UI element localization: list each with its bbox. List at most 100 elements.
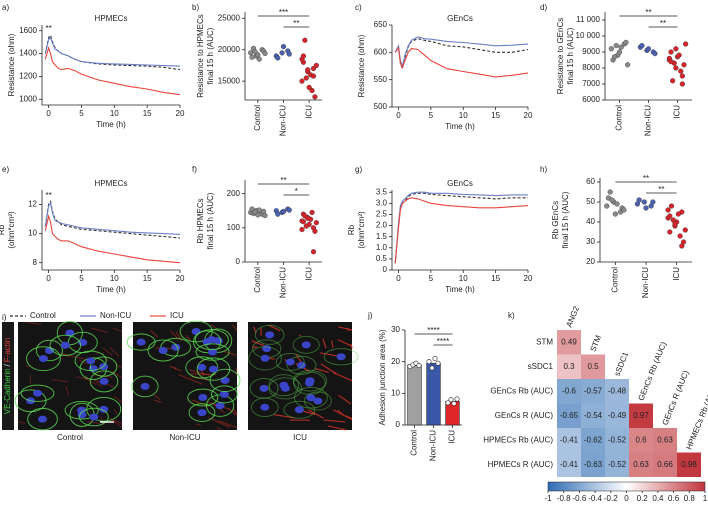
x-axis-label: Time (h) xyxy=(445,122,475,131)
y-axis-label: final 15 h (AUC) xyxy=(206,27,215,84)
y-axis-label: (ohm*cm²) xyxy=(357,211,366,249)
cell-border xyxy=(78,407,109,427)
x-tick-label: 15 xyxy=(491,111,500,120)
data-point xyxy=(299,226,305,233)
x-tick-label: 5 xyxy=(429,274,434,283)
x-tick-label: 5 xyxy=(79,274,84,283)
data-point xyxy=(614,201,620,207)
heatmap-cell xyxy=(653,428,677,453)
cell-border xyxy=(196,357,231,381)
x-tick-label: Non-ICU xyxy=(429,430,438,461)
y-axis-label: Resistance to GEnCs xyxy=(556,18,565,94)
cell-label: -0.48 xyxy=(608,386,627,395)
fiber xyxy=(102,347,113,356)
nucleus xyxy=(294,406,304,414)
cell-label: -0.49 xyxy=(608,411,627,420)
y-tick-label: 12 xyxy=(28,200,37,209)
panel-label: c) xyxy=(355,3,362,12)
y-tick-label: 10 xyxy=(28,229,37,238)
data-point xyxy=(675,211,681,217)
y-tick-label: 20 xyxy=(391,357,400,366)
heatmap-cell xyxy=(653,452,677,477)
fiber xyxy=(330,340,334,348)
fiber xyxy=(273,414,295,419)
data-point xyxy=(299,78,305,84)
fiber xyxy=(190,373,216,376)
nucleus xyxy=(220,376,230,384)
data-point xyxy=(667,213,673,219)
legend-label: Control xyxy=(30,311,56,320)
colorbar-tick-label: 1 xyxy=(703,494,708,503)
data-point xyxy=(309,209,315,216)
heatmap-cell xyxy=(629,452,653,477)
data-point xyxy=(286,207,292,213)
data-point xyxy=(616,49,623,55)
data-point xyxy=(607,189,613,195)
data-point xyxy=(312,228,318,234)
data-point xyxy=(262,50,268,57)
x-tick-label: 10 xyxy=(110,274,119,283)
image-label: Non-ICU xyxy=(169,433,200,442)
nucleus xyxy=(99,405,109,413)
significance-label: ** xyxy=(293,19,299,28)
microscopy-image xyxy=(14,320,123,431)
nucleus xyxy=(33,389,43,397)
series-line xyxy=(44,201,181,235)
data-point xyxy=(280,43,287,50)
fiber xyxy=(320,363,337,375)
fiber xyxy=(112,327,122,332)
data-point xyxy=(668,49,674,55)
y-axis-label: Rb xyxy=(0,224,6,235)
nucleus xyxy=(219,390,229,398)
colorbar xyxy=(547,481,706,492)
data-point xyxy=(639,42,645,49)
chart-title: HPMECs xyxy=(95,179,128,188)
heatmap-cell xyxy=(557,452,581,477)
cell-label: -0.41 xyxy=(560,435,579,444)
y-tick-label: 10 xyxy=(391,388,400,397)
y-axis-label: Resistance to HPMECs xyxy=(196,14,205,98)
data-point xyxy=(310,249,317,255)
cell-border xyxy=(194,329,229,351)
x-tick-label: 5 xyxy=(79,109,84,118)
panel-label: k) xyxy=(508,311,515,320)
fiber xyxy=(337,339,353,347)
data-point xyxy=(313,220,319,226)
data-point xyxy=(672,221,678,227)
nucleus xyxy=(208,348,218,356)
column-label: ANG2 xyxy=(564,304,581,328)
data-point xyxy=(416,362,422,368)
y-axis-label: Rb GEnCs xyxy=(551,201,560,239)
series-line xyxy=(394,197,529,264)
cell-border xyxy=(293,386,328,409)
y-tick-label: 1600 xyxy=(19,26,37,35)
data-point xyxy=(248,50,254,56)
y-axis-label: final 15 h (AUC) xyxy=(206,192,215,249)
y-tick-label: 7000 xyxy=(582,79,600,88)
y-tick-label: 8 xyxy=(33,258,38,267)
x-axis-label: Time (h) xyxy=(96,120,126,129)
data-point xyxy=(673,46,679,52)
x-tick-label: 20 xyxy=(524,274,533,283)
x-tick-label: 20 xyxy=(176,109,185,118)
chart-title: HPMECs xyxy=(95,14,128,23)
x-tick-label: Control xyxy=(410,430,419,456)
significance-label: **** xyxy=(437,337,449,346)
data-point xyxy=(302,37,308,43)
microscopy-image xyxy=(248,322,359,431)
image-background xyxy=(248,322,352,430)
fiber xyxy=(338,326,353,331)
x-axis-label: Time (h) xyxy=(445,285,475,294)
x-tick-label: 0 xyxy=(46,109,51,118)
heatmap-cell xyxy=(605,379,629,404)
nucleus xyxy=(207,336,217,344)
nucleus xyxy=(197,409,207,417)
column-label: STM xyxy=(588,334,603,353)
cell-border xyxy=(188,403,216,422)
data-point xyxy=(310,73,317,79)
fiber xyxy=(295,353,303,364)
data-point xyxy=(618,44,624,50)
panel-label: a) xyxy=(2,3,9,12)
fiber xyxy=(315,367,330,374)
